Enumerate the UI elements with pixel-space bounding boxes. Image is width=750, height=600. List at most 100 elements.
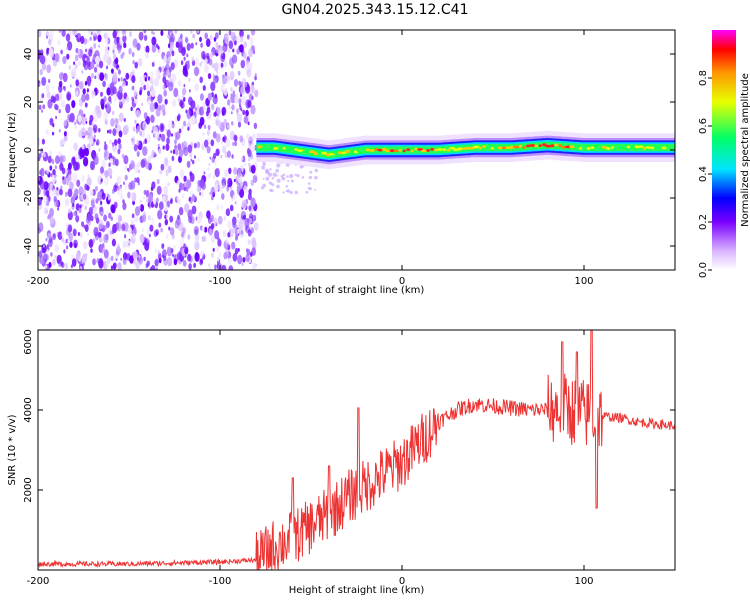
noise-speckle — [93, 115, 98, 123]
noise-speckle — [86, 76, 91, 84]
noise-speckle — [81, 174, 85, 182]
noise-speckle — [242, 257, 246, 263]
noise-speckle — [181, 94, 185, 99]
snr-ytick-label: 2000 — [23, 477, 34, 502]
noise-speckle — [113, 184, 118, 192]
noise-speckle — [194, 83, 199, 92]
noise-speckle — [208, 162, 211, 167]
noise-speckle — [49, 117, 54, 126]
noise-speckle — [150, 71, 154, 78]
noise-speckle — [156, 185, 162, 195]
noise-speckle — [239, 135, 244, 143]
noise-speckle — [210, 214, 215, 223]
noise-speckle — [203, 124, 207, 129]
noise-speckle — [134, 214, 139, 223]
noise-speckle — [62, 72, 68, 83]
noise-speckle — [99, 60, 104, 69]
noise-speckle — [114, 57, 119, 65]
noise-speckle — [89, 137, 93, 145]
noise-speckle — [112, 53, 117, 60]
noise-speckle — [200, 190, 204, 198]
noise-speckle — [174, 139, 177, 145]
noise-speckle — [214, 230, 220, 240]
noise-speckle — [213, 217, 218, 225]
noise-speckle — [124, 183, 128, 190]
noise-speckle — [68, 208, 71, 214]
spectrogram-xtick-label: 0 — [399, 276, 405, 287]
noise-speckle — [254, 89, 259, 98]
noise-speckle — [71, 156, 77, 166]
noise-speckle — [291, 179, 294, 183]
noise-speckle — [314, 175, 318, 180]
noise-speckle — [116, 221, 122, 232]
noise-speckle — [205, 38, 211, 47]
noise-speckle — [96, 141, 98, 146]
ridge-hotspot — [478, 146, 482, 150]
noise-speckle — [88, 212, 93, 221]
snr-xtick-label: 0 — [399, 576, 405, 587]
noise-speckle — [51, 131, 54, 136]
noise-speckle — [183, 56, 186, 61]
noise-speckle — [193, 262, 196, 268]
noise-speckle — [122, 80, 126, 87]
noise-speckle — [143, 123, 146, 128]
noise-speckle — [238, 220, 244, 231]
noise-speckle — [199, 62, 202, 67]
noise-speckle — [38, 104, 42, 111]
noise-speckle — [276, 178, 281, 183]
noise-speckle — [231, 241, 236, 249]
noise-speckle — [79, 81, 84, 90]
noise-speckle — [82, 241, 88, 250]
noise-speckle — [118, 143, 122, 150]
ridge-hotspot — [486, 145, 491, 149]
noise-speckle — [93, 155, 99, 166]
noise-speckle — [130, 219, 134, 226]
noise-speckle — [132, 224, 136, 229]
noise-speckle — [248, 205, 252, 212]
noise-speckle — [74, 54, 79, 62]
noise-speckle — [237, 248, 240, 252]
ridge-hotspot — [270, 145, 274, 149]
noise-speckle — [176, 216, 181, 226]
snr-frame — [37, 329, 676, 571]
noise-speckle — [39, 69, 43, 76]
noise-speckle — [200, 250, 204, 257]
noise-speckle — [120, 193, 124, 200]
ridge-hotspot — [442, 148, 447, 152]
noise-speckle — [79, 265, 83, 270]
noise-speckle — [87, 134, 90, 140]
snr-ytick-label: 4000 — [23, 397, 34, 422]
noise-speckle — [54, 255, 57, 259]
noise-speckle — [120, 257, 122, 261]
noise-speckle — [54, 244, 59, 253]
noise-speckle — [210, 235, 215, 244]
ridge-hotspot — [374, 147, 378, 151]
noise-speckle — [289, 191, 293, 195]
noise-speckle — [241, 30, 244, 36]
noise-speckle — [214, 264, 217, 270]
noise-speckle — [49, 207, 54, 217]
noise-speckle — [123, 42, 127, 49]
noise-speckle — [177, 113, 181, 120]
noise-speckle — [159, 133, 162, 138]
noise-speckle — [90, 189, 94, 196]
noise-speckle — [221, 193, 225, 200]
noise-speckle — [211, 252, 214, 258]
noise-speckle — [80, 35, 85, 45]
noise-speckle — [196, 30, 200, 33]
noise-speckle — [186, 42, 191, 51]
noise-speckle — [160, 163, 165, 171]
snr-ylabel: SNR (10 * v/v) — [7, 414, 18, 485]
noise-speckle — [137, 57, 143, 67]
noise-speckle — [116, 36, 120, 43]
noise-speckle — [223, 89, 228, 96]
noise-speckle — [125, 72, 130, 80]
noise-speckle — [150, 85, 153, 91]
noise-speckle — [95, 185, 98, 192]
noise-speckle — [43, 253, 48, 262]
noise-speckle — [162, 249, 167, 258]
noise-speckle — [99, 72, 105, 81]
noise-speckle — [168, 43, 171, 48]
noise-speckle — [113, 139, 118, 146]
snr-xtick-label: -200 — [27, 576, 50, 587]
